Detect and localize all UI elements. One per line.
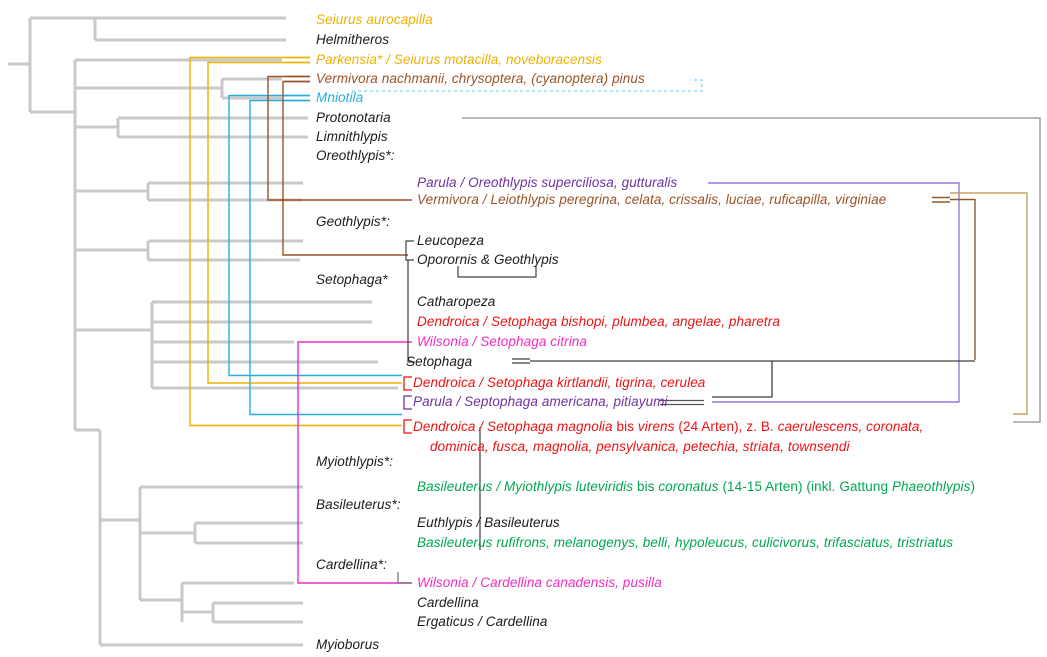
taxon-text-segment: Parula / Oreothlypis superciliosa, guttu…: [417, 174, 678, 190]
tip-marker-parkensia-gold: [284, 56, 310, 64]
taxon-catharopeza: Catharopeza: [417, 294, 495, 309]
setophaga-bracket-black: [712, 361, 773, 398]
taxon-text-segment: Cardellina*:: [316, 556, 387, 572]
taxon-euthlypis-basileuterus: Euthlypis / Basileuterus: [417, 515, 560, 530]
taxon-text-segment: virens: [637, 418, 679, 434]
taxon-text-segment: Basileuterus / Myiothlypis luteviridis: [417, 478, 637, 494]
taxon-dendroica-bishopi: Dendroica / Setophaga bishopi, plumbea, …: [417, 314, 780, 329]
taxon-text-segment: coronatus: [658, 478, 723, 494]
mniotila-dashed-pointer: [352, 79, 703, 92]
mapping-line-magenta: [297, 341, 412, 584]
taxon-leucopeza: Leucopeza: [417, 233, 484, 248]
mapping-line-brown: [267, 75, 412, 256]
pitiayumi-row-line: [660, 399, 704, 406]
taxon-text-segment: Parkensia* / Seiurus motacilla, novebora…: [316, 51, 602, 67]
clade-cardellina: Cardellina*:: [316, 557, 387, 572]
taxon-limnithlypis: Limnithlypis: [316, 129, 388, 144]
taxon-vermivora-leiothlypis: Vermivora / Leiothlypis peregrina, celat…: [417, 192, 886, 207]
taxon-text-segment: Limnithlypis: [316, 128, 388, 144]
connector-protonotaria-gray: [462, 117, 1041, 423]
taxon-text-segment: Protonotaria: [316, 109, 391, 125]
taxon-text-segment: Myioborus: [316, 636, 380, 652]
taxon-mniotila: Mniotila: [316, 90, 363, 105]
taxon-text-segment: Basileuterus*:: [316, 496, 401, 512]
taxon-text-segment: Oporornis & Geothlypis: [417, 251, 559, 267]
tip-marker-vermivora-brown: [284, 75, 310, 83]
mapping-line-cyan: [228, 94, 402, 416]
taxon-text-segment: Wilsonia / Setophaga citrina: [417, 333, 588, 349]
taxon-parula-oreothlypis: Parula / Oreothlypis superciliosa, guttu…: [417, 175, 677, 190]
oporornis-under-bracket: [457, 266, 537, 278]
taxon-text-segment: Geothlypis*:: [316, 213, 390, 229]
taxon-text-segment: Basileuterus rufifrons, melanogenys, bel…: [417, 534, 954, 550]
taxon-basileuterus-rufifrons: Basileuterus rufifrons, melanogenys, bel…: [417, 535, 953, 550]
taxon-text-segment: Vermivora nachmanii, chrysoptera, (cyano…: [316, 70, 645, 86]
connector-tan: [950, 192, 1028, 415]
taxon-text-segment: Leucopeza: [417, 232, 484, 248]
taxon-dendroica-kirtlandii: Dendroica / Setophaga kirtlandii, tigrin…: [413, 375, 705, 390]
taxon-text-segment: Cardellina: [417, 594, 479, 610]
taxon-text-segment: Setophaga*: [316, 271, 388, 287]
taxon-text-segment: Dendroica / Setophaga magnolia: [413, 418, 617, 434]
bracket-americana-purple: [403, 395, 412, 410]
taxon-wilsonia-cardellina: Wilsonia / Cardellina canadensis, pusill…: [417, 575, 662, 590]
taxon-setophaga: Setophaga: [406, 354, 472, 369]
setophaga-row-line: [512, 358, 975, 364]
taxon-oporornis-geothlypis: Oporornis & Geothlypis: [417, 252, 559, 267]
leucopeza-oporornis-bracket: [405, 240, 414, 261]
taxon-cardellina: Cardellina: [417, 595, 479, 610]
bracket-kirtlandii-red: [403, 376, 412, 391]
taxon-text-segment: Mniotila: [316, 89, 364, 105]
taxon-text-segment: bis: [636, 478, 659, 494]
taxon-text-segment: Phaeothlypis: [891, 478, 971, 494]
taxon-text-segment: Setophaga: [406, 353, 473, 369]
taxon-text-segment: Myiothlypis*:: [316, 453, 394, 469]
cladogram-gray-branches: [8, 16, 398, 647]
taxon-dendroica-magnolia-line2: dominica, fusca, magnolia, pensylvanica,…: [430, 439, 850, 454]
taxon-text-segment: caerulescens, coronata,: [777, 418, 924, 434]
taxon-parkensia-seiurus: Parkensia* / Seiurus motacilla, novebora…: [316, 52, 602, 67]
clade-basileuterus: Basileuterus*:: [316, 497, 401, 512]
taxon-ergaticus-cardellina: Ergaticus / Cardellina: [417, 614, 548, 629]
taxon-text-segment: Dendroica / Setophaga bishopi, plumbea, …: [417, 313, 780, 329]
mapping-line-gold: [189, 56, 402, 427]
clade-geothlypis: Geothlypis*:: [316, 214, 390, 229]
taxon-text-segment: (24 Arten), z. B.: [678, 418, 778, 434]
clade-oreothlypis: Oreothlypis*:: [316, 148, 395, 163]
taxon-myioborus: Myioborus: [316, 637, 379, 652]
taxon-seiurus-aurocapilla: Seiurus aurocapilla: [316, 12, 433, 27]
taxon-text-segment: Wilsonia / Cardellina canadensis, pusill…: [417, 574, 662, 590]
taxon-wilsonia-citrina: Wilsonia / Setophaga citrina: [417, 334, 587, 349]
clade-setophaga: Setophaga*: [316, 272, 388, 287]
taxon-text-segment: Parula / Septophaga americana, pitiayumi: [413, 393, 668, 409]
taxon-text-segment: ): [970, 478, 976, 494]
taxon-text-segment: Ergaticus / Cardellina: [417, 613, 548, 629]
taxon-text-segment: bis: [616, 418, 638, 434]
taxon-dendroica-magnolia-line1: Dendroica / Setophaga magnolia bis viren…: [413, 419, 923, 434]
connector-superciliosa-purple: [708, 182, 960, 403]
taxon-parula-septophaga: Parula / Septophaga americana, pitiayumi: [413, 394, 668, 409]
clade-myiothlypis: Myiothlypis*:: [316, 454, 393, 469]
taxon-text-segment: Dendroica / Setophaga kirtlandii, tigrin…: [413, 374, 706, 390]
cardellina-bracket: [397, 572, 412, 584]
taxon-protonotaria: Protonotaria: [316, 110, 391, 125]
taxon-basileuterus-myiothlypis: Basileuterus / Myiothlypis luteviridis b…: [417, 479, 975, 494]
bracket-magnolia-red: [403, 419, 412, 434]
taxon-text-segment: (14-15 Arten) (inkl. Gattung: [722, 478, 892, 494]
taxon-text-segment: dominica, fusca, magnolia, pensylvanica,…: [430, 438, 850, 454]
connector-leiothlypis-brown: [932, 196, 976, 360]
taxon-text-segment: Vermivora / Leiothlypis peregrina, celat…: [417, 191, 887, 207]
taxon-text-segment: Catharopeza: [417, 293, 496, 309]
taxon-text-segment: Oreothlypis*:: [316, 147, 395, 163]
taxon-text-segment: Seiurus aurocapilla: [316, 11, 433, 27]
taxon-vermivora-nachmanii: Vermivora nachmanii, chrysoptera, (cyano…: [316, 71, 645, 86]
taxon-text-segment: Helmitheros: [316, 31, 390, 47]
tip-marker-mniotila-cyan: [284, 94, 310, 102]
taxon-text-segment: Euthlypis / Basileuterus: [417, 514, 560, 530]
setophaga-clade-spine: [407, 260, 415, 363]
taxon-helmitheros: Helmitheros: [316, 32, 389, 47]
